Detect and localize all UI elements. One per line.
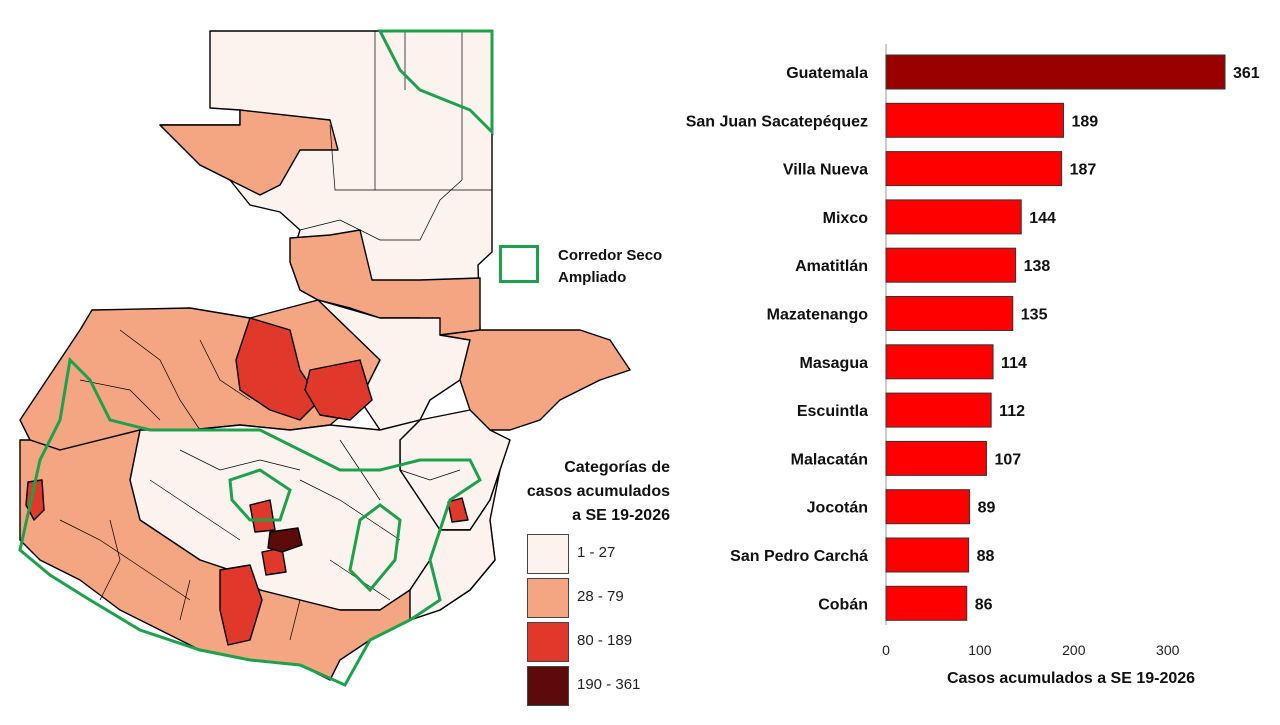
data-label: 107 bbox=[994, 451, 1021, 468]
legend-item-2: 28 - 79 bbox=[527, 578, 667, 618]
bar bbox=[885, 54, 1226, 90]
category-label: San Juan Sacatepéquez bbox=[686, 113, 868, 130]
legend-title-line2: casos acumulados bbox=[526, 483, 670, 500]
municipio-coban bbox=[235, 317, 321, 421]
bar bbox=[885, 151, 1063, 187]
legend-swatch-2 bbox=[527, 578, 569, 618]
bar-chart: Guatemala 361 San Juan Sacatepéquez 189 Vill… bbox=[686, 44, 1260, 687]
municipio-guatemala bbox=[267, 527, 303, 553]
category-label: Amatitlán bbox=[795, 258, 868, 275]
legend-title-line1: Categorías de bbox=[564, 459, 670, 476]
bar bbox=[885, 489, 971, 525]
legend-item-4: 190 - 361 bbox=[527, 666, 667, 706]
bar bbox=[885, 585, 968, 621]
legend-swatch-1 bbox=[527, 534, 569, 574]
data-label: 144 bbox=[1029, 210, 1056, 227]
data-label: 187 bbox=[1070, 162, 1097, 179]
municipio-malacatan bbox=[25, 479, 45, 521]
choropleth-map: Corredor Seco Ampliado Categorías de cas… bbox=[18, 29, 670, 706]
category-label: Mazatenango bbox=[767, 307, 869, 324]
data-label: 88 bbox=[977, 548, 995, 565]
x-tick-label: 300 bbox=[1156, 642, 1180, 658]
municipal-boundaries bbox=[59, 31, 492, 641]
municipio-san-pedro-carcha bbox=[304, 359, 373, 421]
bar bbox=[885, 392, 992, 428]
category-label: Masagua bbox=[800, 355, 869, 372]
x-axis-title: Casos acumulados a SE 19-2026 bbox=[947, 670, 1195, 687]
legend-title-line3: a SE 19-2026 bbox=[572, 507, 670, 524]
bar bbox=[885, 247, 1017, 283]
data-label: 138 bbox=[1024, 258, 1051, 275]
bar bbox=[885, 199, 1022, 235]
data-label: 86 bbox=[975, 596, 993, 613]
municipio-san-juan-sacatepequez bbox=[249, 499, 276, 533]
bar-chart-panel: Guatemala 361 San Juan Sacatepéquez 189 Vill… bbox=[680, 0, 1280, 720]
legend-title: Categorías de casos acumulados a SE 19-2… bbox=[500, 456, 670, 528]
legend-label-1: 1 - 27 bbox=[577, 544, 616, 561]
category-label: San Pedro Carchá bbox=[730, 548, 868, 565]
category-label: Mixco bbox=[823, 210, 869, 227]
bar bbox=[885, 344, 994, 380]
bar bbox=[885, 537, 970, 573]
region-southeast bbox=[409, 469, 501, 621]
legend-item-3: 80 - 189 bbox=[527, 622, 667, 662]
category-label: Villa Nueva bbox=[783, 162, 868, 179]
data-label: 135 bbox=[1021, 307, 1048, 324]
corredor-seco-legend-line2: Ampliado bbox=[558, 269, 627, 286]
data-label: 114 bbox=[1001, 355, 1027, 372]
corredor-seco-legend-label: Corredor Seco Ampliado bbox=[558, 245, 662, 289]
guatemala-map bbox=[18, 29, 631, 687]
category-label: Malacatán bbox=[791, 451, 868, 468]
legend-label-4: 190 - 361 bbox=[577, 676, 641, 693]
category-label: Guatemala bbox=[786, 65, 868, 82]
legend-swatch-3 bbox=[527, 622, 569, 662]
legend-swatch-4 bbox=[527, 666, 569, 706]
region-peten-west bbox=[159, 109, 339, 196]
category-label: Escuintla bbox=[797, 403, 868, 420]
x-tick-label: 0 bbox=[882, 642, 890, 658]
data-label: 361 bbox=[1233, 65, 1260, 82]
corredor-seco-legend-swatch bbox=[499, 245, 539, 283]
category-label: Cobán bbox=[818, 596, 868, 613]
data-label: 112 bbox=[999, 403, 1025, 420]
bar bbox=[885, 296, 1014, 331]
corredor-seco-outline bbox=[18, 29, 494, 687]
x-tick-label: 100 bbox=[968, 642, 992, 658]
legend-item-1: 1 - 27 bbox=[527, 534, 667, 574]
legend-label-2: 28 - 79 bbox=[577, 588, 624, 605]
municipio-mazatenango bbox=[219, 564, 263, 646]
x-tick-label: 200 bbox=[1062, 642, 1086, 658]
legend-label-3: 80 - 189 bbox=[577, 632, 633, 649]
corredor-seco-legend-line1: Corredor Seco bbox=[558, 247, 663, 264]
bar bbox=[885, 102, 1064, 138]
municipio-jocotan bbox=[447, 497, 469, 523]
category-label: Jocotán bbox=[807, 500, 868, 517]
data-label: 89 bbox=[978, 500, 996, 517]
data-label: 189 bbox=[1071, 113, 1098, 130]
region-izabal bbox=[439, 329, 631, 431]
bar bbox=[885, 440, 987, 476]
